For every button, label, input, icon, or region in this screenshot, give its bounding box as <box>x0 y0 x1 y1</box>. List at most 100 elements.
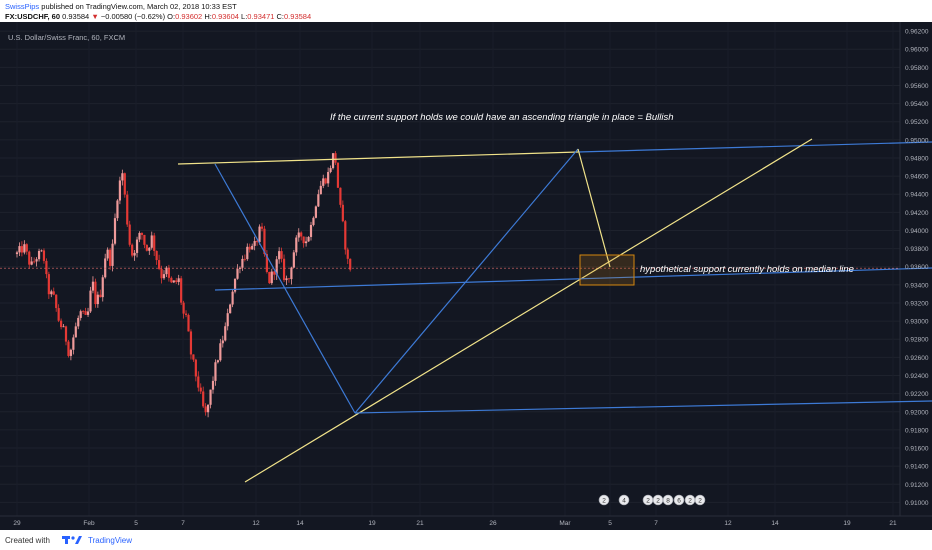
event-badge-count: 2 <box>688 498 692 505</box>
event-badge <box>694 494 706 506</box>
candle-body <box>224 326 227 341</box>
triangle-annotation[interactable]: If the current support holds we could ha… <box>330 112 674 123</box>
candle-body <box>268 271 271 284</box>
tradingview-logo-icon <box>62 536 82 544</box>
candle-body <box>101 277 104 298</box>
price-chart[interactable]: 0.96200 0.96000 0.95800 0.95600 0.95400 0.952… <box>0 22 932 530</box>
candles <box>15 151 352 418</box>
y-tick-label: 0.93800 <box>905 246 929 253</box>
y-tick-label: 0.94000 <box>905 228 929 235</box>
pitchfork-right-line <box>354 148 579 414</box>
y-tick-label: 0.96000 <box>905 47 929 54</box>
event-badge-count: 2 <box>698 498 702 505</box>
median-line <box>214 267 932 291</box>
chart-background <box>0 22 932 530</box>
candle-body <box>182 302 185 314</box>
y-tick-label: 0.91000 <box>905 500 929 507</box>
candle-body <box>91 281 95 291</box>
candle-body <box>334 153 337 163</box>
candle-body <box>209 389 212 405</box>
chart-title: U.S. Dollar/Swiss Franc, 60, FXCM <box>8 33 125 42</box>
candle-body <box>172 280 175 283</box>
candle-body <box>233 278 237 292</box>
candle-body <box>287 278 291 280</box>
candle-body <box>194 359 197 377</box>
x-tick-label: 5 <box>608 520 612 527</box>
event-badge-count: 2 <box>646 498 650 505</box>
candle-body <box>344 221 347 250</box>
candle-body <box>199 387 202 392</box>
author-link[interactable]: SwissPips <box>5 2 40 11</box>
x-tick-label: 7 <box>181 520 185 527</box>
close-label: C: <box>276 12 285 21</box>
candle-body <box>50 291 53 295</box>
y-tick-label: 0.94200 <box>905 210 929 217</box>
candle-body <box>40 250 43 252</box>
publish-info: SwissPips published on TradingView.com, … <box>5 2 237 11</box>
resistance-extension-line <box>577 141 932 153</box>
y-tick-label: 0.94600 <box>905 174 929 181</box>
candle-body <box>260 226 264 229</box>
candle-body <box>162 274 166 279</box>
candle-body <box>35 259 38 262</box>
support-annotation[interactable]: hypothetical support currently holds on … <box>640 264 854 275</box>
y-tick-label: 0.93600 <box>905 264 929 271</box>
price-change: −0.00580 (−0.62%) <box>100 12 166 21</box>
y-tick-label: 0.92800 <box>905 337 929 344</box>
candle-body <box>99 294 102 298</box>
event-badge <box>618 494 630 506</box>
candle-body <box>150 235 153 248</box>
candle-body <box>96 294 99 305</box>
candle-body <box>153 235 156 251</box>
candle-body <box>211 380 215 390</box>
candle-body <box>175 280 178 283</box>
x-tick-label: 12 <box>724 520 732 527</box>
candle-body <box>47 274 50 295</box>
resistance-line <box>177 151 579 165</box>
event-badge <box>662 494 674 506</box>
candle-body <box>202 391 205 407</box>
candle-body <box>77 317 80 327</box>
y-tick-label: 0.91400 <box>905 464 929 471</box>
candle-body <box>30 261 33 265</box>
candle-body <box>231 291 234 305</box>
y-tick-label: 0.95200 <box>905 119 929 126</box>
y-tick-label: 0.92000 <box>905 409 929 416</box>
x-tick-label: 19 <box>843 520 851 527</box>
event-badge-count: 6 <box>677 498 681 505</box>
candle-body <box>280 251 283 259</box>
y-tick-label: 0.93200 <box>905 300 929 307</box>
y-tick-label: 0.91600 <box>905 446 929 453</box>
candle-body <box>309 224 313 237</box>
candle-body <box>64 326 68 342</box>
y-tick-label: 0.91800 <box>905 427 929 434</box>
high-value: 0.93604 <box>211 12 239 21</box>
candle-body <box>94 281 97 305</box>
candle-body <box>138 232 141 240</box>
candle-body <box>37 250 41 260</box>
candle-body <box>219 343 222 361</box>
down-arrow-icon: ▼ <box>91 12 99 21</box>
candle-body <box>60 320 63 328</box>
candle-body <box>243 258 246 260</box>
candle-body <box>324 178 327 184</box>
candle-body <box>62 326 65 328</box>
tradingview-link[interactable]: TradingView <box>88 536 133 545</box>
candle-body <box>187 314 190 332</box>
rising-support-line <box>244 138 813 483</box>
candle-body <box>72 337 75 350</box>
y-tick-label: 0.94800 <box>905 155 929 162</box>
x-tick-label: 21 <box>889 520 897 527</box>
candle-body <box>322 178 325 186</box>
candle-body <box>158 260 161 269</box>
x-tick-label: 26 <box>489 520 497 527</box>
candle-body <box>25 244 28 252</box>
candle-body <box>116 200 119 219</box>
open-value: 0.93602 <box>175 12 203 21</box>
candle-body <box>216 360 219 363</box>
candle-body <box>258 226 261 243</box>
candle-body <box>118 180 121 201</box>
candle-body <box>74 326 77 338</box>
y-axis-ticks: 0.96200 0.96000 0.95800 0.95600 0.95400 0.952… <box>905 29 929 507</box>
y-tick-label: 0.95800 <box>905 65 929 72</box>
